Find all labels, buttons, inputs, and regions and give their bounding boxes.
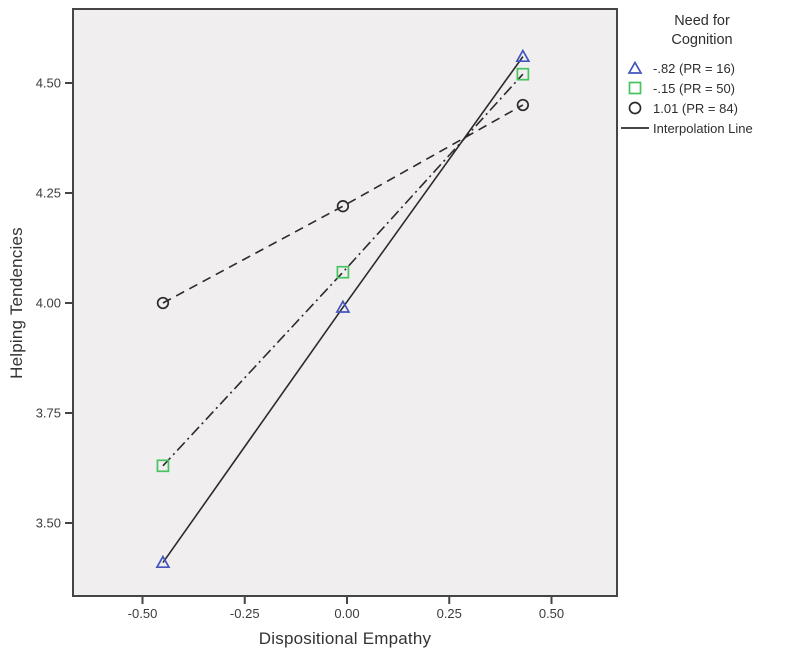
legend-entry-label: -.15 (PR = 50) (653, 80, 736, 96)
legend-marker (620, 60, 650, 76)
legend-entry: -.82 (PR = 16) (620, 58, 784, 78)
data-point-circle (156, 296, 170, 310)
data-point-circle (516, 98, 530, 112)
y-axis-title: Helping Tendencies (7, 227, 26, 379)
x-tick-label: -0.25 (230, 606, 260, 621)
legend-marker (620, 80, 650, 96)
data-point-square (516, 67, 530, 81)
data-point-triangle (155, 554, 171, 569)
series-line-circle (162, 104, 524, 304)
legend-entry: -.15 (PR = 50) (620, 78, 784, 98)
series-line-square (162, 73, 524, 467)
legend-square-icon (628, 81, 642, 95)
legend-line-icon (621, 127, 649, 129)
plot-area (72, 8, 618, 597)
legend: Need for Cognition -.82 (PR = 16) -.15 (P… (620, 12, 784, 138)
legend-entry-label: 1.01 (PR = 84) (653, 100, 738, 116)
data-point-triangle (335, 299, 351, 313)
legend-title: Need for Cognition (671, 13, 733, 48)
legend-marker (620, 120, 650, 136)
legend-marker (620, 100, 650, 116)
data-point-triangle (515, 48, 531, 63)
x-tick-label: 0.00 (334, 606, 359, 621)
legend-entry-label: -.82 (PR = 16) (653, 60, 736, 76)
y-tick-label: 3.75 (36, 406, 61, 421)
data-point-square (336, 265, 350, 279)
data-point-circle (336, 200, 350, 213)
legend-entries: -.82 (PR = 16) -.15 (PR = 50) 1.01 (PR = 8… (620, 58, 784, 138)
legend-circle-icon (628, 101, 642, 115)
y-tick-label: 4.25 (36, 186, 61, 201)
y-tick-label: 3.50 (36, 516, 61, 531)
x-tick-label: -0.50 (128, 606, 158, 621)
x-tick-label: 0.25 (437, 606, 462, 621)
legend-entry-label: Interpolation Line (653, 120, 753, 136)
legend-entry: 1.01 (PR = 84) (620, 98, 784, 118)
x-tick-label: 0.50 (539, 606, 564, 621)
legend-triangle-icon (627, 60, 643, 74)
data-point-square (156, 459, 170, 473)
y-tick-label: 4.50 (36, 76, 61, 91)
y-tick-label: 4.00 (36, 296, 61, 311)
legend-entry: Interpolation Line (620, 118, 784, 138)
x-axis-title: Dispositional Empathy (258, 629, 432, 648)
